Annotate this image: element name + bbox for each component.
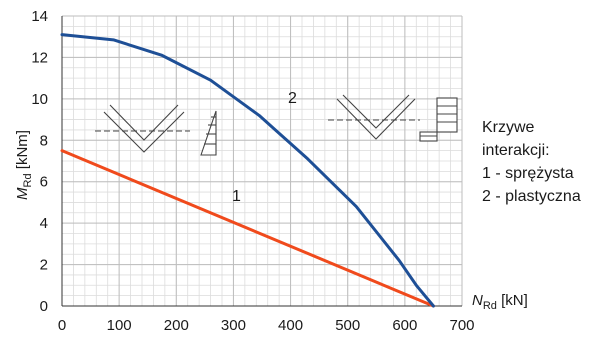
series-line-2 — [60, 33, 435, 308]
x-tick-label: 300 — [221, 317, 246, 334]
y-tick-label: 0 — [40, 298, 48, 315]
legend-item-2: 2 - plastyczna — [482, 188, 581, 205]
x-tick-label: 700 — [449, 317, 474, 334]
axes — [61, 16, 462, 307]
x-tick-label: 100 — [107, 317, 132, 334]
y-axis-symbol: M — [14, 187, 31, 200]
series-label-2: 2 — [288, 90, 297, 107]
y-axis-label: MRd [kNm] — [14, 130, 34, 200]
y-tick-label: 6 — [40, 174, 48, 191]
x-axis-symbol: N — [472, 292, 483, 309]
legend-title-line-1: Krzywe — [482, 119, 535, 136]
y-axis-unit: [kNm] — [14, 130, 31, 173]
y-axis-subscript: Rd — [22, 173, 34, 187]
y-tick-label: 4 — [40, 215, 48, 232]
elastic-stress-diagram-icon — [95, 104, 217, 156]
x-axis-label: NRd [kN] — [472, 292, 528, 312]
y-tick-label: 10 — [31, 91, 48, 108]
y-tick-label: 2 — [40, 257, 48, 274]
x-tick-label: 500 — [335, 317, 360, 334]
legend-item-1: 1 - sprężysta — [482, 165, 574, 182]
grid — [61, 15, 463, 307]
x-tick-label: 0 — [58, 317, 66, 334]
x-tick-label: 600 — [392, 317, 417, 334]
series-group — [60, 33, 435, 308]
legend-title-line-2: interakcji: — [482, 142, 550, 159]
x-axis-unit: [kN] — [497, 292, 528, 309]
y-tick-label: 14 — [31, 8, 48, 25]
x-tick-label: 400 — [278, 317, 303, 334]
series-label-1: 1 — [232, 188, 241, 205]
series-line-1 — [60, 149, 435, 308]
y-tick-label: 8 — [40, 132, 48, 149]
y-tick-label: 12 — [31, 49, 48, 66]
x-axis-subscript: Rd — [483, 300, 497, 312]
x-tick-label: 200 — [164, 317, 189, 334]
plastic-stress-diagram-icon — [328, 94, 458, 142]
